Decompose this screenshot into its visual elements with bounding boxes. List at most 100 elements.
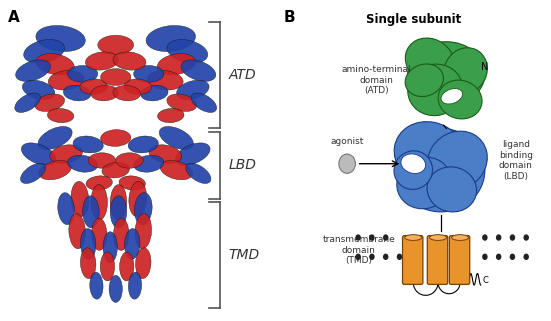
Ellipse shape [401,154,425,174]
Circle shape [510,254,515,260]
Ellipse shape [404,235,422,240]
FancyBboxPatch shape [450,236,469,284]
Ellipse shape [191,93,217,112]
Text: Single subunit: Single subunit [366,13,461,26]
Circle shape [397,254,402,260]
Ellipse shape [159,126,193,150]
Text: N: N [481,62,489,73]
Circle shape [355,234,361,241]
Ellipse shape [429,235,446,240]
Ellipse shape [128,272,142,299]
Ellipse shape [98,35,133,55]
Ellipse shape [167,94,197,111]
Ellipse shape [119,176,145,190]
Circle shape [369,234,375,241]
Ellipse shape [394,151,433,189]
Ellipse shape [91,85,118,101]
Ellipse shape [129,181,147,217]
Ellipse shape [71,181,89,217]
FancyBboxPatch shape [427,236,447,284]
Ellipse shape [160,160,192,180]
Ellipse shape [110,196,127,228]
Ellipse shape [86,176,112,190]
Ellipse shape [444,48,487,93]
Ellipse shape [48,71,84,90]
Ellipse shape [120,252,134,281]
Ellipse shape [69,213,85,249]
Ellipse shape [428,131,487,190]
Ellipse shape [133,65,164,82]
Ellipse shape [63,85,91,101]
Ellipse shape [186,163,211,184]
Ellipse shape [157,54,196,75]
Ellipse shape [23,80,55,100]
Ellipse shape [408,64,463,116]
Ellipse shape [80,248,96,279]
Ellipse shape [100,252,115,281]
Ellipse shape [134,193,152,225]
Circle shape [496,234,501,241]
Text: LBD: LBD [229,158,257,172]
Ellipse shape [441,89,463,104]
Ellipse shape [91,218,107,250]
Circle shape [482,234,488,241]
Ellipse shape [50,145,83,163]
Ellipse shape [181,60,216,82]
Circle shape [383,234,388,241]
Ellipse shape [177,80,209,100]
Ellipse shape [146,25,196,52]
Circle shape [510,234,515,241]
Ellipse shape [113,85,141,101]
Ellipse shape [114,218,129,250]
Circle shape [383,254,388,260]
FancyBboxPatch shape [402,236,423,284]
Circle shape [355,254,361,260]
Circle shape [523,254,529,260]
Text: amino-terminal
domain
(ATD): amino-terminal domain (ATD) [342,65,411,95]
Ellipse shape [113,52,146,70]
Ellipse shape [176,143,210,165]
Circle shape [523,234,529,241]
Ellipse shape [136,248,151,279]
Text: ligand
binding
domain
(LBD): ligand binding domain (LBD) [499,140,533,181]
Text: TMD: TMD [229,248,260,262]
Text: C: C [483,276,489,285]
Ellipse shape [125,229,140,259]
Ellipse shape [397,128,485,212]
Ellipse shape [85,52,118,70]
Ellipse shape [128,136,158,153]
Ellipse shape [158,108,184,123]
Ellipse shape [438,80,482,119]
Ellipse shape [100,69,131,85]
Ellipse shape [397,157,452,209]
Ellipse shape [408,42,485,106]
Ellipse shape [58,193,74,225]
Ellipse shape [15,93,40,112]
Text: agonist: agonist [331,137,364,146]
Ellipse shape [427,167,477,212]
Ellipse shape [39,160,71,180]
Ellipse shape [110,185,127,220]
Ellipse shape [47,108,74,123]
Text: A: A [8,10,20,25]
Ellipse shape [135,213,152,249]
Ellipse shape [452,235,468,240]
Ellipse shape [116,153,143,168]
Ellipse shape [109,275,122,302]
Circle shape [339,154,355,173]
Ellipse shape [394,122,466,187]
Ellipse shape [149,145,182,163]
Circle shape [369,254,375,260]
Ellipse shape [406,38,454,84]
Ellipse shape [36,25,85,52]
Text: transmembrane
domain
(TMD): transmembrane domain (TMD) [322,236,395,265]
Circle shape [496,254,501,260]
Ellipse shape [91,185,107,220]
Ellipse shape [83,196,99,228]
Ellipse shape [80,229,96,259]
Ellipse shape [21,143,56,165]
Ellipse shape [68,155,98,172]
Ellipse shape [80,79,107,94]
Text: ATD: ATD [229,68,256,82]
Ellipse shape [148,71,183,90]
